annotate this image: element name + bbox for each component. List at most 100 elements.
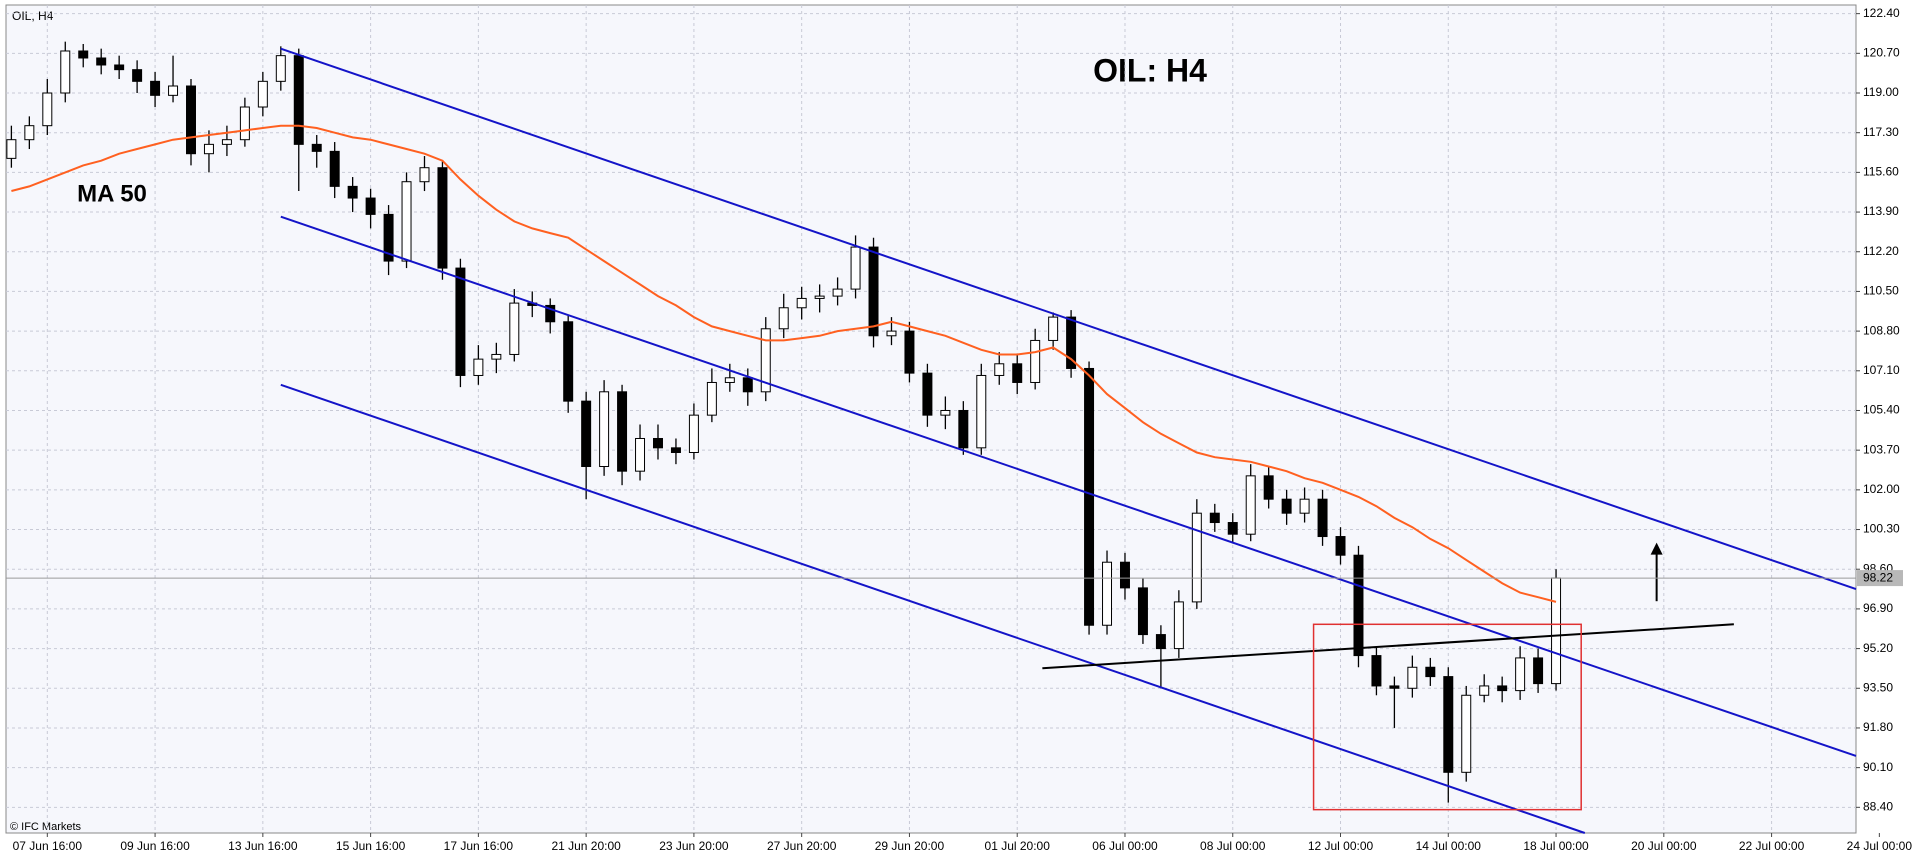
ma-label: MA 50 xyxy=(77,180,147,207)
x-tick-label: 27 Jun 20:00 xyxy=(767,839,837,853)
y-tick-label: 90.10 xyxy=(1863,760,1893,774)
candle-body xyxy=(132,69,143,82)
candle-body xyxy=(401,181,412,262)
x-tick-label: 07 Jun 16:00 xyxy=(13,839,83,853)
candle-body xyxy=(706,381,717,416)
candle-body xyxy=(1137,587,1148,636)
candle-body xyxy=(1425,666,1436,678)
candle-body xyxy=(922,372,933,416)
plot-area xyxy=(5,4,1857,834)
y-tick-label: 110.50 xyxy=(1863,284,1899,298)
y-tick-label: 100.30 xyxy=(1863,522,1900,536)
candle-body xyxy=(383,213,394,262)
candle-body xyxy=(1102,561,1113,626)
x-tick-label: 22 Jul 00:00 xyxy=(1739,839,1805,853)
y-tick-label: 117.30 xyxy=(1863,125,1899,139)
x-tick-label: 09 Jun 16:00 xyxy=(120,839,190,853)
candle-body xyxy=(275,55,286,82)
candle-body xyxy=(958,409,969,449)
y-tick-label: 88.40 xyxy=(1863,799,1893,813)
y-tick-label: 115.60 xyxy=(1863,165,1899,179)
price-tag xyxy=(1857,570,1903,587)
candle-body xyxy=(1263,475,1274,500)
candle-body xyxy=(24,125,35,141)
y-tick-label: 93.50 xyxy=(1863,680,1893,694)
candle-body xyxy=(6,139,17,159)
candle-body xyxy=(688,414,699,453)
candle-body xyxy=(239,106,250,141)
candle-body xyxy=(1371,655,1382,687)
candle-body xyxy=(850,246,861,290)
candle-body xyxy=(1245,475,1256,535)
x-tick-label: 08 Jul 00:00 xyxy=(1200,839,1266,853)
candle-body xyxy=(742,377,753,393)
candle-body xyxy=(1533,657,1544,685)
x-tick-label: 18 Jul 00:00 xyxy=(1523,839,1589,853)
candle-body xyxy=(78,50,89,59)
candle-body xyxy=(760,328,771,393)
y-tick-label: 107.10 xyxy=(1863,363,1900,377)
price-tag-label: 98.22 xyxy=(1863,570,1893,584)
candle-body xyxy=(1155,634,1166,650)
candle-body xyxy=(347,185,358,199)
candle-body xyxy=(599,391,610,468)
candle-body xyxy=(724,377,735,383)
y-tick-label: 91.80 xyxy=(1863,720,1893,734)
copyright: © IFC Markets xyxy=(10,821,82,833)
candle-body xyxy=(1497,685,1508,692)
x-tick-label: 12 Jul 00:00 xyxy=(1308,839,1374,853)
x-tick-label: 20 Jul 00:00 xyxy=(1631,839,1697,853)
x-tick-label: 23 Jun 20:00 xyxy=(659,839,729,853)
candle-body xyxy=(1119,561,1130,589)
candle-body xyxy=(1191,512,1202,603)
candle-body xyxy=(1281,498,1292,514)
candle-body xyxy=(778,307,789,330)
candle-body xyxy=(1173,601,1184,650)
candle-body xyxy=(186,85,196,155)
candle-body xyxy=(617,391,628,472)
candle-body xyxy=(1227,522,1238,535)
candle-body xyxy=(994,363,1005,376)
candle-body xyxy=(1515,657,1526,692)
candle-body xyxy=(1353,554,1364,657)
y-tick-label: 112.20 xyxy=(1863,244,1899,258)
candle-body xyxy=(419,167,430,183)
chart-title: OIL: H4 xyxy=(1093,52,1207,88)
candle-body xyxy=(1299,498,1310,514)
ma-line xyxy=(11,124,1557,603)
candle-body xyxy=(473,358,484,376)
candle-body xyxy=(203,143,214,155)
y-tick-label: 102.00 xyxy=(1863,482,1900,496)
candle-body xyxy=(670,447,681,453)
trend-line xyxy=(280,47,1857,591)
candle-body xyxy=(1443,676,1454,773)
candle-body xyxy=(1317,498,1328,538)
candle-body xyxy=(42,92,53,127)
candle-body xyxy=(1084,367,1095,626)
candle-body xyxy=(868,246,879,337)
x-tick-label: 15 Jun 16:00 xyxy=(336,839,406,853)
candle-body xyxy=(60,50,71,94)
candle-body xyxy=(293,55,304,145)
candle-body xyxy=(1209,512,1220,524)
candle-body xyxy=(796,297,807,309)
candle-body xyxy=(311,143,322,152)
highlight-box xyxy=(1312,623,1582,811)
candle-body xyxy=(832,288,843,297)
candle-body xyxy=(168,85,179,96)
y-tick-label: 113.90 xyxy=(1863,204,1899,218)
x-tick-label: 21 Jun 20:00 xyxy=(551,839,621,853)
y-tick-label: 119.00 xyxy=(1863,85,1899,99)
x-tick-label: 24 Jul 00:00 xyxy=(1847,839,1912,853)
candle-body xyxy=(904,330,915,374)
x-tick-label: 29 Jun 20:00 xyxy=(875,839,945,853)
y-tick-label: 120.70 xyxy=(1863,45,1900,59)
candle-body xyxy=(1551,577,1562,685)
trend-line xyxy=(280,215,1857,757)
candle-body xyxy=(940,409,951,416)
candle-body xyxy=(1389,685,1400,689)
symbol-label: OIL, H4 xyxy=(12,9,54,23)
y-tick-label: 95.20 xyxy=(1863,641,1893,655)
